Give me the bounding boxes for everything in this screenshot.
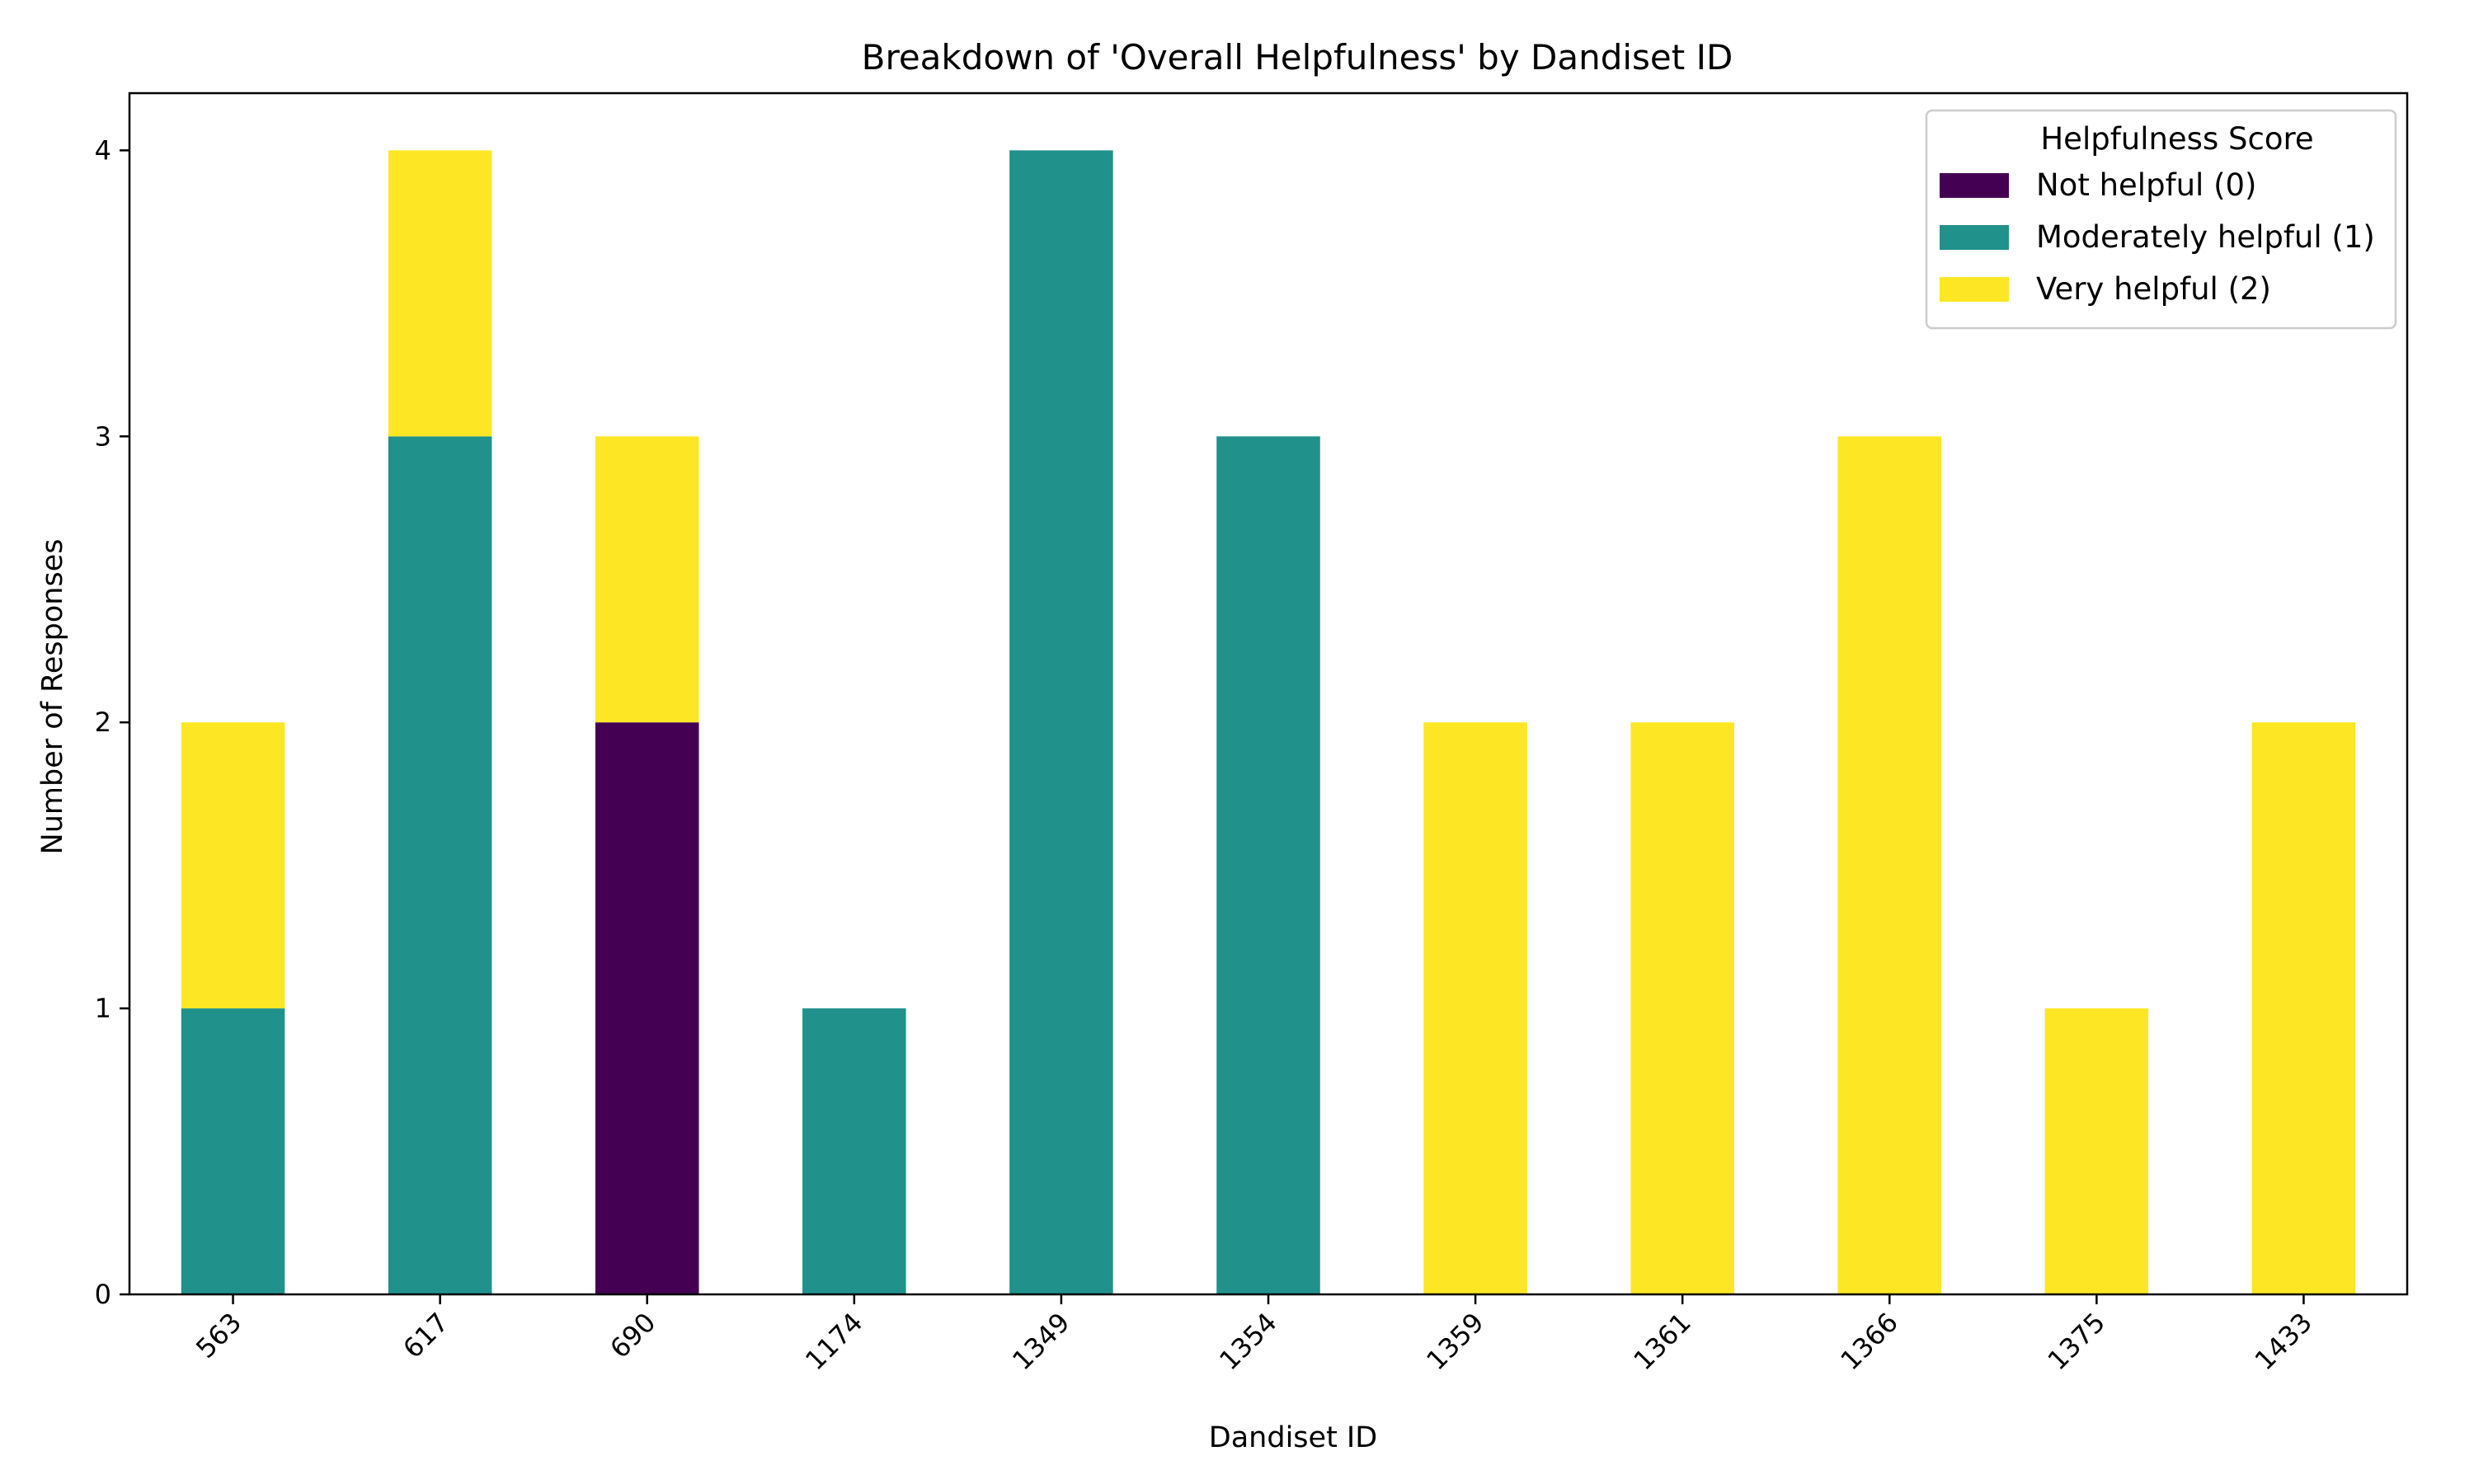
y-tick-label: 2 (95, 707, 111, 738)
bar-1354-series-1 (1216, 436, 1320, 1295)
legend-title: Helpfulness Score (2040, 121, 2313, 157)
legend-box (1925, 109, 2397, 330)
chart-title: Breakdown of 'Overall Helpfulness' by Da… (862, 37, 1733, 77)
legend-swatch-1 (1940, 225, 2009, 250)
bar-1433-series-2 (2251, 722, 2356, 1294)
legend-label-2: Very helpful (2) (2036, 271, 2271, 307)
legend-label-1: Moderately helpful (1) (2036, 219, 2375, 255)
y-tick-label: 0 (95, 1279, 111, 1310)
x-axis-label: Dandiset ID (1209, 1421, 1377, 1454)
bar-1375-series-2 (2044, 1008, 2149, 1294)
bar-1174-series-1 (802, 1008, 906, 1294)
bar-617-series-1 (388, 436, 492, 1295)
bar-1359-series-2 (1423, 722, 1527, 1294)
bar-1366-series-2 (1837, 436, 1942, 1295)
y-tick-label: 1 (95, 993, 111, 1024)
bar-690-series-0 (595, 722, 699, 1294)
y-tick-label: 3 (95, 420, 111, 452)
bar-1349-series-1 (1009, 150, 1113, 1294)
bar-563-series-1 (181, 1008, 285, 1294)
legend-swatch-0 (1940, 173, 2009, 198)
legend-label-0: Not helpful (0) (2036, 167, 2257, 203)
bars-group (181, 150, 2356, 1295)
legend-items: Not helpful (0) Moderately helpful (1) Ver… (1940, 167, 2375, 307)
legend-swatch-2 (1940, 277, 2009, 302)
bar-1361-series-2 (1630, 722, 1734, 1294)
bar-563-series-2 (181, 722, 285, 1009)
y-tick-label: 4 (95, 134, 111, 166)
y-axis: 0 1 2 3 4 (95, 134, 129, 1310)
plot-area-frame (128, 92, 2409, 1296)
bar-617-series-2 (388, 150, 492, 437)
bar-690-series-2 (595, 436, 699, 723)
y-axis-label: Number of Responses (36, 539, 69, 855)
legend: Helpfulness Score Not helpful (0) Moderat… (1925, 109, 2397, 330)
